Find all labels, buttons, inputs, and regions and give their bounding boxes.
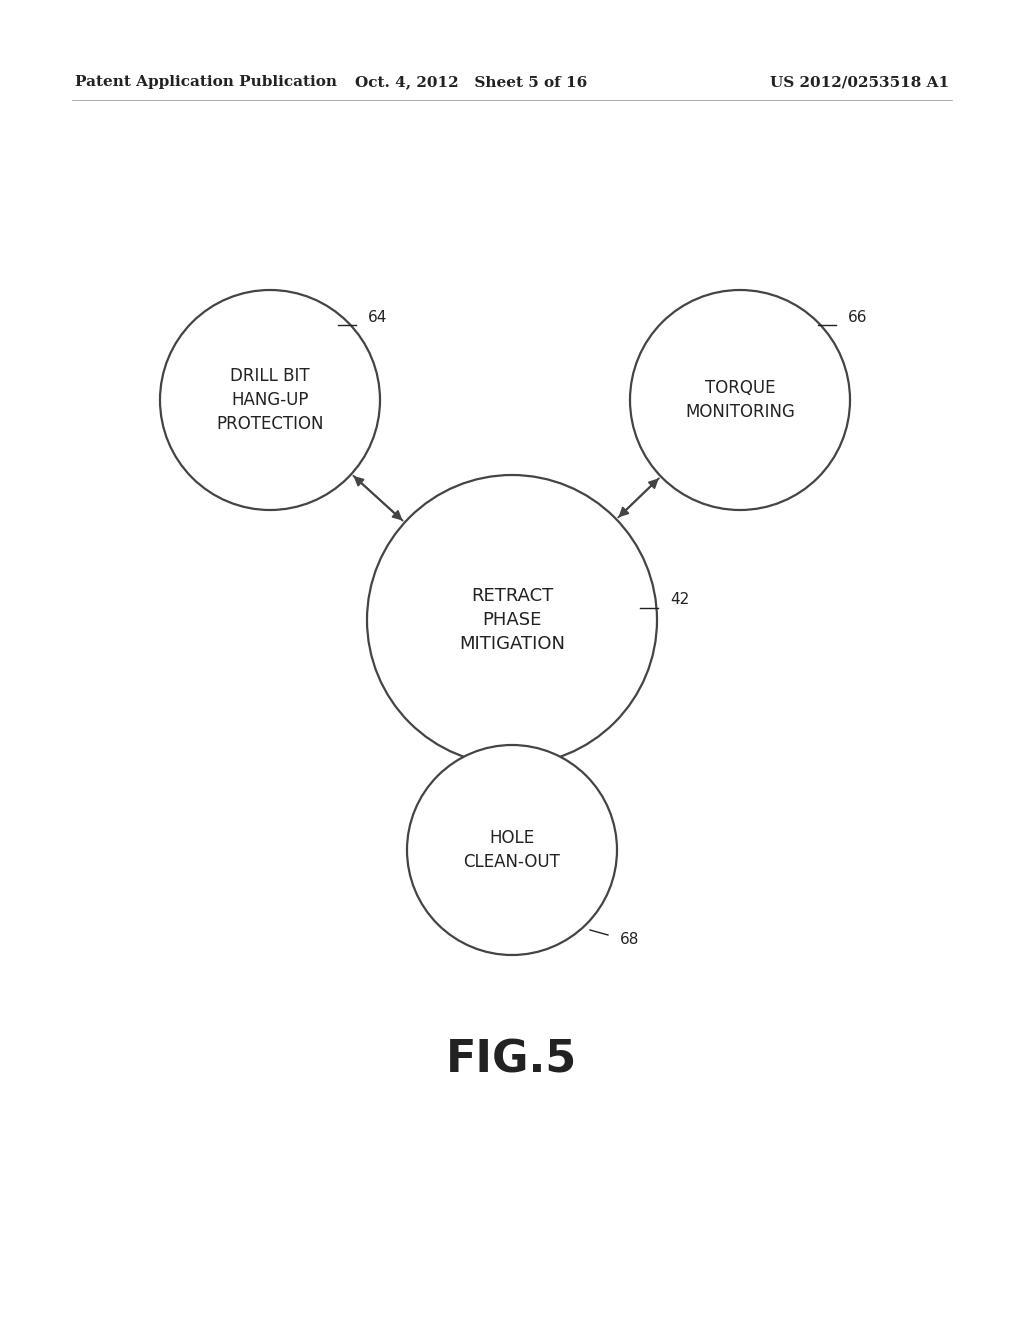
- Ellipse shape: [407, 744, 617, 954]
- Text: RETRACT
PHASE
MITIGATION: RETRACT PHASE MITIGATION: [459, 587, 565, 652]
- Ellipse shape: [367, 475, 657, 766]
- Text: DRILL BIT
HANG-UP
PROTECTION: DRILL BIT HANG-UP PROTECTION: [216, 367, 324, 433]
- Ellipse shape: [630, 290, 850, 510]
- Text: 66: 66: [848, 310, 867, 326]
- Text: TORQUE
MONITORING: TORQUE MONITORING: [685, 379, 795, 421]
- Text: FIG.5: FIG.5: [446, 1039, 578, 1081]
- Text: US 2012/0253518 A1: US 2012/0253518 A1: [770, 75, 949, 88]
- Ellipse shape: [160, 290, 380, 510]
- Text: Patent Application Publication: Patent Application Publication: [75, 75, 337, 88]
- Text: 42: 42: [670, 593, 689, 607]
- Text: HOLE
CLEAN-OUT: HOLE CLEAN-OUT: [464, 829, 560, 871]
- Text: 68: 68: [620, 932, 639, 948]
- Text: Oct. 4, 2012   Sheet 5 of 16: Oct. 4, 2012 Sheet 5 of 16: [355, 75, 587, 88]
- Text: 64: 64: [368, 310, 387, 326]
